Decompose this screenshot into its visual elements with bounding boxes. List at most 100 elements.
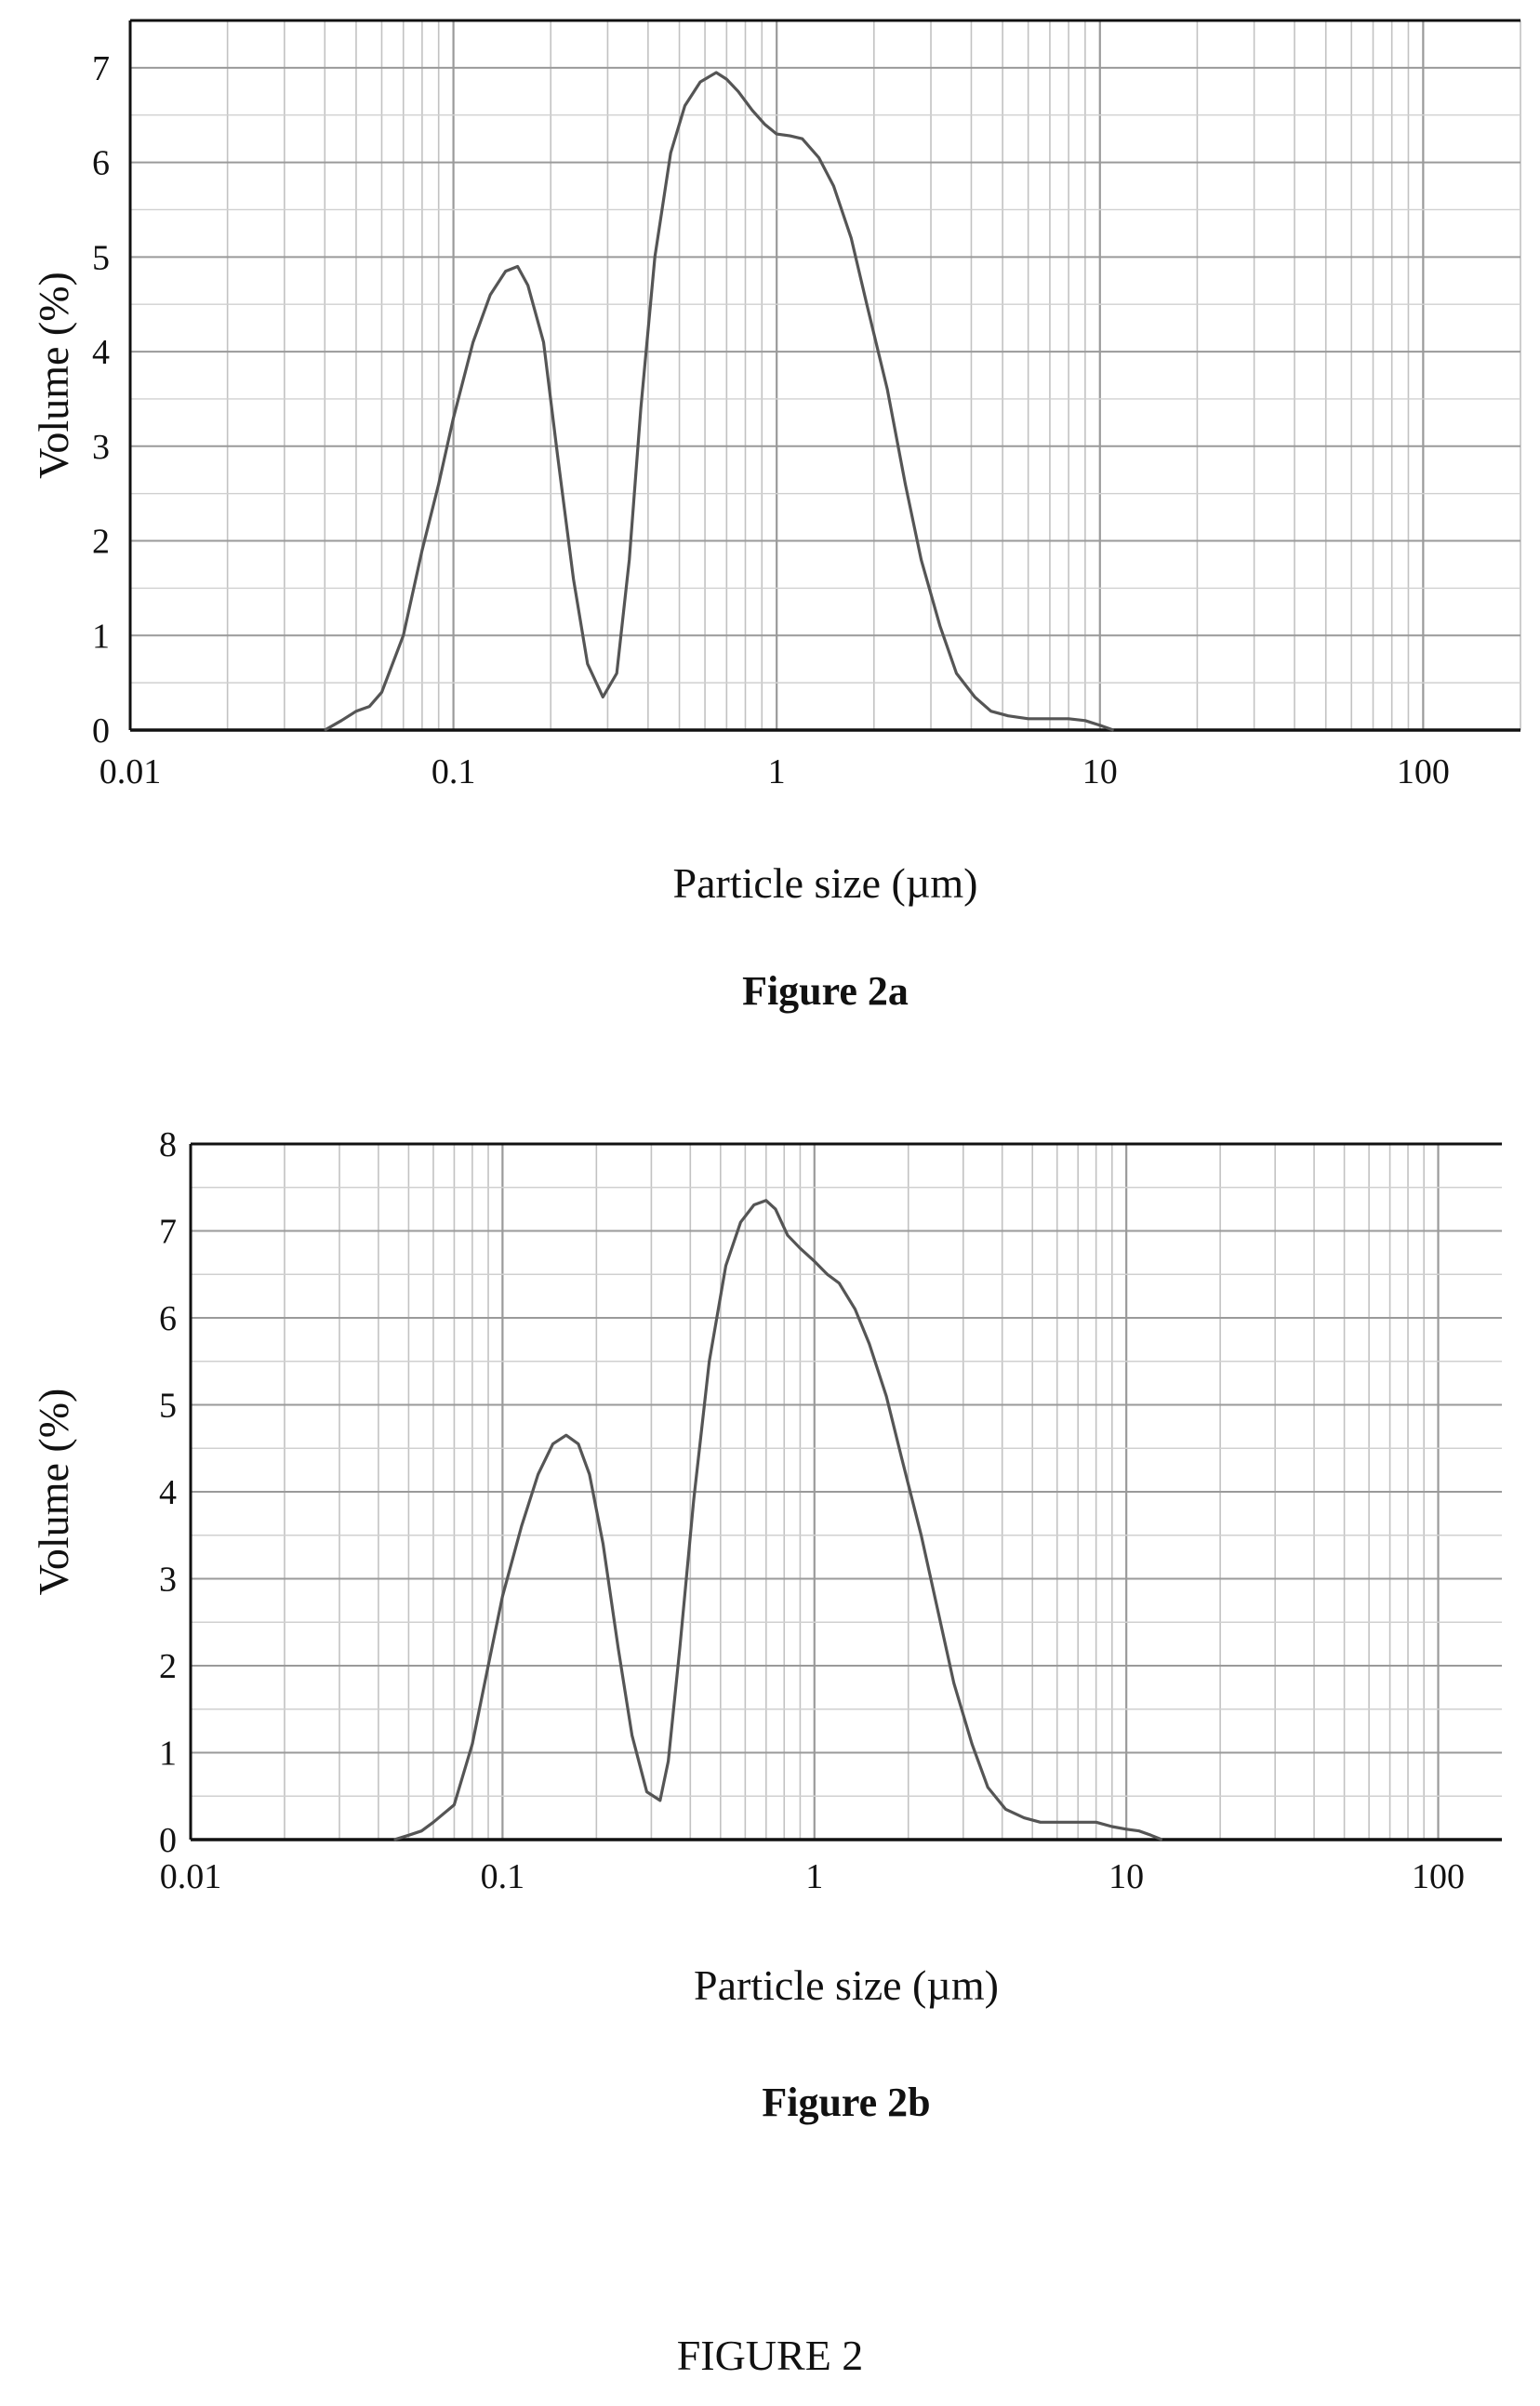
y-tick-label: 4 bbox=[92, 333, 110, 372]
data-point bbox=[1138, 1829, 1140, 1832]
data-point bbox=[432, 1821, 434, 1824]
data-point bbox=[987, 1787, 989, 1788]
data-point bbox=[659, 1800, 661, 1801]
data-point bbox=[421, 549, 423, 552]
y-tick-label: 0 bbox=[92, 711, 110, 751]
data-point bbox=[616, 672, 617, 674]
data-point bbox=[572, 578, 575, 580]
data-point bbox=[537, 1473, 539, 1476]
series-line bbox=[324, 71, 1114, 732]
data-point bbox=[670, 152, 672, 154]
data-point bbox=[402, 634, 405, 637]
data-point bbox=[715, 72, 717, 73]
chart-figure-2b: 0.01 0.1 1 10 100 0 1 2 3 4 5 6 7 8 Particle size (µm)… bbox=[30, 1125, 1502, 2125]
x-tick-label: 10 bbox=[1109, 1857, 1144, 1896]
data-point bbox=[489, 294, 491, 296]
data-point bbox=[602, 1543, 604, 1545]
y-tick-label: 5 bbox=[92, 238, 110, 277]
y-tick-label: 1 bbox=[159, 1735, 177, 1774]
data-point bbox=[355, 710, 357, 712]
data-point bbox=[587, 662, 589, 665]
x-tick-label: 0.01 bbox=[100, 752, 162, 791]
data-point bbox=[765, 1199, 767, 1202]
y-tick-label: 4 bbox=[159, 1473, 177, 1512]
data-point bbox=[393, 1839, 395, 1841]
data-point bbox=[900, 1456, 903, 1458]
data-point bbox=[699, 81, 701, 83]
y-axis-title: Volume (%) bbox=[30, 272, 77, 479]
x-tick-label: 1 bbox=[805, 1857, 823, 1896]
data-point bbox=[739, 1221, 742, 1223]
data-point bbox=[724, 1265, 727, 1267]
figure-title: FIGURE 2 bbox=[677, 2332, 864, 2379]
data-point bbox=[776, 133, 777, 135]
data-point bbox=[989, 710, 992, 712]
y-axis-title: Volume (%) bbox=[30, 1389, 77, 1596]
data-point bbox=[775, 1208, 777, 1210]
y-tick-label: 6 bbox=[92, 144, 110, 183]
data-point bbox=[501, 1595, 504, 1597]
data-point bbox=[1098, 724, 1101, 726]
data-point bbox=[437, 483, 440, 485]
data-point bbox=[817, 156, 820, 159]
data-point bbox=[565, 1434, 567, 1437]
data-point bbox=[368, 705, 371, 708]
x-axis-title: Particle size (µm) bbox=[673, 859, 978, 907]
x-tick-label: 10 bbox=[1082, 752, 1118, 791]
y-tick-label: 2 bbox=[92, 523, 110, 562]
data-point bbox=[1077, 1821, 1080, 1824]
x-tick-label: 0.01 bbox=[160, 1857, 222, 1896]
y-tick-label: 3 bbox=[159, 1561, 177, 1600]
data-point bbox=[920, 559, 923, 561]
data-point bbox=[542, 341, 545, 343]
y-tick-label: 6 bbox=[159, 1299, 177, 1338]
data-point bbox=[471, 1743, 473, 1745]
data-point bbox=[751, 109, 753, 112]
data-point bbox=[838, 1282, 841, 1284]
data-point bbox=[526, 285, 529, 286]
data-point bbox=[737, 90, 739, 93]
data-point bbox=[667, 1761, 670, 1762]
data-point bbox=[832, 185, 835, 187]
data-point bbox=[763, 124, 766, 126]
data-point bbox=[974, 696, 976, 698]
data-point bbox=[904, 483, 907, 485]
data-point bbox=[869, 1343, 870, 1345]
y-tick-label: 2 bbox=[159, 1647, 177, 1686]
data-point bbox=[1027, 717, 1029, 720]
x-tick-label: 0.1 bbox=[481, 1857, 525, 1896]
data-point bbox=[645, 1790, 648, 1793]
data-point bbox=[1084, 720, 1086, 722]
x-tick-label: 0.1 bbox=[431, 752, 476, 791]
data-point bbox=[631, 1735, 633, 1736]
data-point bbox=[578, 1442, 579, 1445]
y-tick-label: 7 bbox=[92, 49, 110, 88]
data-point bbox=[854, 1308, 856, 1310]
chart-caption: Figure 2a bbox=[742, 968, 909, 1014]
y-tick-label: 0 bbox=[159, 1821, 177, 1860]
data-point bbox=[1125, 1828, 1127, 1830]
data-point bbox=[885, 1395, 887, 1397]
chart-figure-2a: 0.01 0.1 1 10 100 0 1 2 3 4 5 6 7 Particle size (µm) V… bbox=[30, 19, 1521, 1014]
x-axis-title: Particle size (µm) bbox=[694, 1961, 999, 2009]
data-point bbox=[628, 559, 631, 561]
y-tick-label: 7 bbox=[159, 1213, 177, 1252]
data-point bbox=[520, 1525, 523, 1528]
data-point bbox=[602, 696, 604, 698]
data-point bbox=[752, 1203, 755, 1206]
data-point bbox=[1055, 1821, 1058, 1824]
data-point bbox=[1111, 1826, 1113, 1828]
data-point bbox=[516, 265, 519, 268]
data-point bbox=[725, 78, 728, 80]
data-point bbox=[452, 417, 455, 419]
data-point bbox=[850, 237, 853, 239]
data-point bbox=[684, 104, 686, 107]
data-point bbox=[1007, 714, 1009, 717]
data-point bbox=[693, 1499, 695, 1502]
y-tick-label: 1 bbox=[92, 617, 110, 656]
data-point bbox=[1161, 1839, 1163, 1841]
data-point bbox=[589, 1473, 591, 1476]
data-point bbox=[971, 1743, 973, 1745]
data-point bbox=[866, 303, 868, 306]
